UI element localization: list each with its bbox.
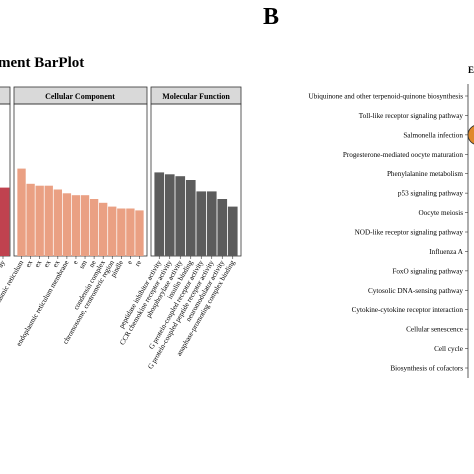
bar xyxy=(206,191,217,256)
kegg-dotplot: B E Ubiquinone and other terpenoid-quino… xyxy=(263,4,474,378)
pathway-label: Phenylalanine metabolism xyxy=(387,170,463,178)
salmonella-dot xyxy=(467,125,474,145)
bar xyxy=(71,195,81,256)
bar xyxy=(126,208,135,256)
barplot-title: ment BarPlot xyxy=(0,55,84,71)
bar xyxy=(0,187,10,256)
facet-label-cellular-component: Cellular Component xyxy=(45,92,115,101)
pathway-labels-group: Ubiquinone and other terpenoid-quinone b… xyxy=(308,93,468,373)
bar xyxy=(89,199,99,256)
bar xyxy=(99,202,108,256)
bar xyxy=(175,176,186,256)
bar xyxy=(154,172,165,256)
bar xyxy=(135,210,144,256)
x-tick-label: ex xyxy=(24,259,35,269)
go-enrichment-barplot: ment BarPlot Cellular Component Molecula… xyxy=(0,55,242,371)
x-tick-label: on of endoplasmic reticulum xyxy=(0,259,25,335)
bar xyxy=(35,185,44,256)
pathway-label: Oocyte meiosis xyxy=(418,209,463,217)
x-tick-label: ex xyxy=(33,259,44,269)
x-tick-label: ex xyxy=(51,259,62,269)
panel-b-letter: B xyxy=(263,4,279,30)
bar xyxy=(117,208,126,256)
bar xyxy=(80,195,90,256)
bar xyxy=(17,168,26,256)
x-tick-label: ex xyxy=(42,259,53,269)
pathway-label: Salmonella infection xyxy=(403,131,463,139)
x-tick-label: re xyxy=(133,259,143,268)
bar xyxy=(227,206,238,256)
x-tick-label: ay xyxy=(0,259,7,269)
bar-labels-group: ayon of endoplasmic reticulumexexexexend… xyxy=(0,256,237,371)
bar xyxy=(44,185,53,256)
pathway-label: Cytokine-cytokine receptor interaction xyxy=(352,306,464,314)
facet-panel-molecular-function xyxy=(150,103,242,257)
x-tick-label: endoplasmic reticulum membrane xyxy=(15,259,71,348)
pathway-label: Progesterone-mediated oocyte maturation xyxy=(343,151,464,159)
bar xyxy=(185,180,196,256)
bar xyxy=(53,189,62,256)
x-tick-label: sm xyxy=(78,259,89,271)
pathway-label: FoxO signaling pathway xyxy=(392,267,463,275)
bar xyxy=(108,206,117,256)
x-tick-label: chromosome, centromeric region xyxy=(61,259,116,346)
pathway-label: Cellular senescence xyxy=(406,326,463,334)
pathway-label: Influenza A xyxy=(429,248,464,256)
bar xyxy=(164,174,175,256)
bar xyxy=(26,183,35,256)
pathway-label: Toll-like receptor signaling pathway xyxy=(359,112,464,120)
facet-panel-cellular-component xyxy=(13,103,148,257)
dotplot-title: E xyxy=(468,65,474,75)
x-tick-label: e xyxy=(126,259,135,266)
pathway-label: Cytosolic DNA-sensing pathway xyxy=(368,287,463,295)
facet-strip-left xyxy=(0,86,11,105)
facet-label-molecular-function: Molecular Function xyxy=(162,92,230,101)
bar xyxy=(196,191,207,256)
pathway-label: p53 signaling pathway xyxy=(398,190,463,198)
bar xyxy=(217,199,228,256)
pathway-label: Ubiquinone and other terpenoid-quinone b… xyxy=(308,93,463,101)
x-tick-label: e xyxy=(71,259,80,266)
bars-group xyxy=(0,168,238,256)
pathway-label: Cell cycle xyxy=(434,345,463,353)
x-tick-label: ne xyxy=(88,259,98,269)
pathway-label: NOD-like receptor signaling pathway xyxy=(355,229,464,237)
pathway-label: Biosynthesis of cofactors xyxy=(390,365,463,373)
bar xyxy=(62,193,72,256)
